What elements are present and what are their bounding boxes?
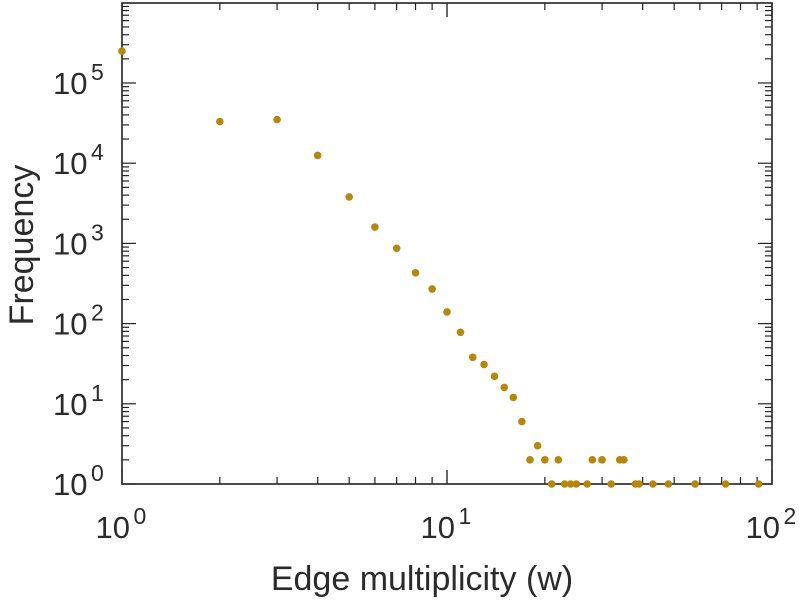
y-axis-label: Frequency bbox=[3, 165, 41, 326]
data-point bbox=[118, 47, 126, 55]
data-point bbox=[273, 115, 281, 124]
data-point bbox=[518, 417, 526, 426]
y-tick-label-exponent: 3 bbox=[91, 219, 104, 245]
data-point bbox=[547, 480, 556, 488]
y-tick-label-base: 10 bbox=[53, 146, 87, 181]
axis-ticks bbox=[121, 3, 773, 485]
data-point bbox=[566, 480, 575, 488]
data-point bbox=[345, 193, 353, 201]
data-point bbox=[588, 456, 597, 464]
x-tick-label: 10 2 bbox=[746, 503, 797, 545]
data-point bbox=[721, 480, 730, 488]
plot-frame bbox=[121, 2, 773, 485]
data-point bbox=[468, 353, 477, 362]
x-tick-label-exponent: 0 bbox=[134, 503, 147, 529]
data-point bbox=[635, 480, 643, 488]
data-point bbox=[216, 117, 224, 126]
y-tick-label-exponent: 2 bbox=[91, 300, 104, 326]
x-axis-label: Edge multiplicity (w) bbox=[271, 560, 573, 598]
data-point bbox=[598, 456, 606, 464]
data-point bbox=[392, 244, 401, 253]
y-tick-label: 10 3 bbox=[53, 219, 104, 261]
data-point bbox=[490, 372, 499, 381]
y-tick-label-exponent: 0 bbox=[91, 460, 104, 486]
data-points bbox=[118, 47, 763, 488]
data-point bbox=[607, 480, 615, 488]
data-point bbox=[691, 480, 699, 488]
data-point bbox=[480, 360, 488, 369]
data-point bbox=[313, 151, 322, 160]
x-tick-label: 10 0 bbox=[96, 503, 147, 545]
y-tick-label-base: 10 bbox=[53, 467, 87, 502]
data-point bbox=[560, 480, 569, 488]
y-tick-label: 10 5 bbox=[53, 59, 104, 101]
x-tick-label-exponent: 2 bbox=[784, 503, 797, 529]
x-tick-label-exponent: 1 bbox=[459, 503, 472, 529]
y-tick-label-exponent: 4 bbox=[91, 139, 104, 165]
y-tick-label: 10 4 bbox=[53, 139, 104, 181]
y-tick-label-base: 10 bbox=[53, 307, 87, 342]
y-tick-label-exponent: 1 bbox=[91, 380, 104, 406]
data-point bbox=[583, 480, 591, 488]
data-point bbox=[456, 328, 465, 337]
data-point bbox=[428, 285, 436, 293]
data-point bbox=[500, 383, 509, 392]
y-tick-label: 10 1 bbox=[53, 380, 104, 422]
y-tick-label: 10 2 bbox=[53, 300, 104, 342]
data-point bbox=[664, 480, 673, 488]
y-tick-label-base: 10 bbox=[53, 226, 87, 261]
data-point bbox=[620, 456, 628, 464]
data-point bbox=[572, 480, 581, 488]
data-point bbox=[526, 456, 534, 464]
data-point bbox=[649, 480, 657, 488]
y-tick-label: 10 0 bbox=[53, 460, 104, 502]
data-point bbox=[541, 456, 549, 464]
data-point bbox=[754, 480, 763, 488]
data-point bbox=[443, 308, 451, 316]
data-point bbox=[371, 223, 379, 231]
y-tick-label-base: 10 bbox=[53, 66, 87, 101]
data-point bbox=[554, 456, 563, 464]
data-point bbox=[509, 393, 518, 402]
data-point bbox=[411, 268, 420, 277]
x-tick-label-base: 10 bbox=[746, 510, 780, 545]
y-tick-label-exponent: 5 bbox=[91, 59, 104, 85]
x-tick-label-base: 10 bbox=[96, 510, 130, 545]
x-tick-label-base: 10 bbox=[421, 510, 455, 545]
tick-labels: 10 0 10 1 10 210 010 110 210 310 410 5 bbox=[53, 59, 796, 545]
x-tick-label: 10 1 bbox=[421, 503, 472, 545]
data-point bbox=[533, 441, 542, 450]
y-tick-label-base: 10 bbox=[53, 387, 87, 422]
